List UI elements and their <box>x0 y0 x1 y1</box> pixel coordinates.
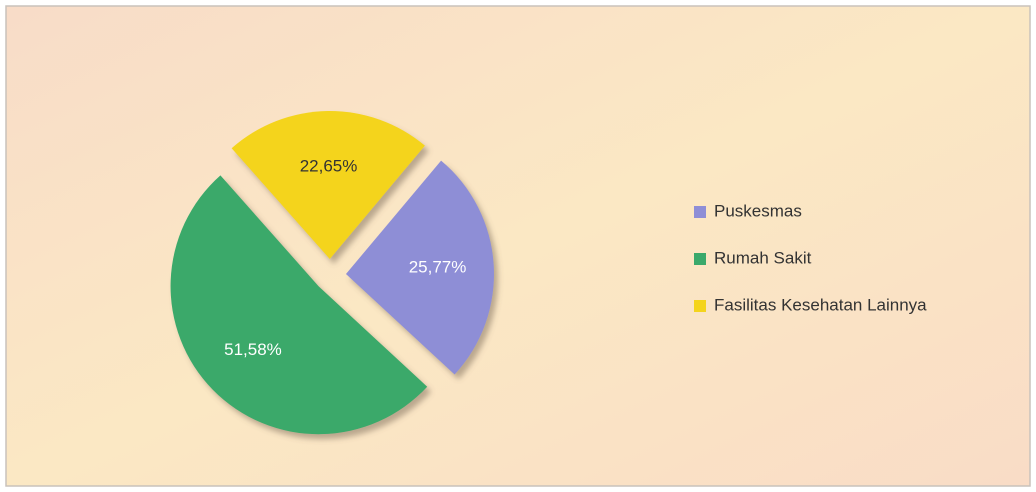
legend-label: Rumah Sakit <box>714 248 812 267</box>
legend-label: Puskesmas <box>714 201 802 220</box>
legend-swatch <box>694 253 706 265</box>
data-label: 25,77% <box>409 258 467 277</box>
pie-slice <box>345 160 494 375</box>
data-label: 22,65% <box>300 157 358 176</box>
legend-swatch <box>694 300 706 312</box>
chart-background <box>5 5 1031 487</box>
pie-slice <box>231 111 425 260</box>
data-label: 51,58% <box>224 340 282 359</box>
pie: 25,77% 51,58% 22,65% <box>170 111 494 435</box>
legend: Puskesmas Rumah Sakit Fasilitas Kesehatan … <box>694 201 927 314</box>
legend-label: Fasilitas Kesehatan Lainnya <box>714 295 927 314</box>
pie-slice <box>170 175 428 435</box>
legend-swatch <box>694 206 706 218</box>
